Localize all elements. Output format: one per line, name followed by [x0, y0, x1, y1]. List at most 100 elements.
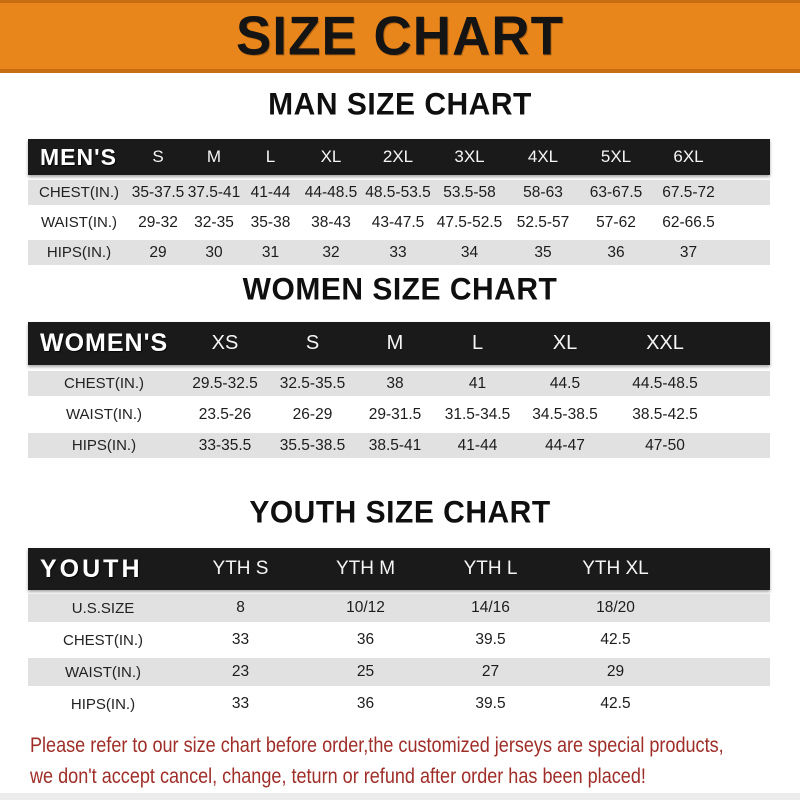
cell-value: 35-37.5: [131, 183, 185, 201]
table-row: WAIST(IN.) 29-32 32-35 35-38 38-43 43-47.5 47.…: [28, 210, 770, 235]
group-label: YOUTH: [40, 554, 143, 583]
cell-value: 41-44: [457, 436, 498, 454]
cell-value: 44-48.5: [304, 183, 358, 201]
cell-value: 62-66.5: [662, 213, 715, 231]
cell-value: 32: [322, 243, 340, 261]
cell-value: 44.5: [549, 374, 581, 392]
table-row: WAIST(IN.) 23 25 27 29: [28, 658, 770, 686]
cell-value: 42.5: [600, 631, 631, 648]
size-col-header: XS: [211, 332, 239, 354]
cell-value: 43-47.5: [371, 213, 425, 231]
cell-value: 57-62: [596, 213, 636, 231]
cell-value: 10/12: [346, 599, 385, 616]
table-row: WAIST(IN.) 23.5-26 26-29 29-31.5 31.5-34.5 34…: [28, 402, 770, 427]
size-col-header: M: [206, 147, 222, 166]
table-row: HIPS(IN.) 33 36 39.5 42.5: [28, 690, 770, 718]
row-label: CHEST(IN.): [63, 631, 143, 649]
cell-value: 41-44: [250, 183, 291, 201]
size-col-header: L: [471, 332, 484, 354]
cell-value: 42.5: [600, 695, 631, 712]
cell-value: 32-35: [194, 213, 234, 231]
cell-value: 31: [261, 243, 280, 261]
size-col-header: S: [152, 147, 164, 166]
cell-value: 33: [231, 695, 250, 712]
cell-value: 38: [386, 374, 404, 392]
cell-value: 29: [149, 243, 167, 261]
cell-value: 37.5-41: [187, 183, 241, 201]
cell-value: 39.5: [475, 631, 506, 648]
table-row: CHEST(IN.) 33 36 39.5 42.5: [28, 626, 770, 654]
size-col-header: YTH M: [335, 558, 396, 579]
cell-value: 38.5-41: [368, 436, 422, 454]
cell-value: 14/16: [471, 599, 510, 616]
row-label: WAIST(IN.): [64, 663, 142, 681]
cell-value: 33: [231, 631, 250, 648]
cell-value: 47-50: [645, 436, 685, 454]
group-label: WOMEN'S: [40, 329, 169, 357]
size-col-header: 5XL: [600, 147, 632, 166]
row-label: CHEST(IN.): [39, 184, 119, 201]
cell-value: 53.5-58: [443, 183, 496, 201]
size-col-header: XL: [320, 147, 342, 166]
size-col-header: L: [265, 147, 276, 166]
cell-value: 27: [481, 663, 500, 680]
cell-value: 31.5-34.5: [444, 405, 511, 423]
cell-value: 44-47: [545, 436, 585, 454]
cell-value: 67.5-72: [662, 183, 715, 201]
cell-value: 33-35.5: [198, 436, 252, 454]
cell-value: 34: [460, 243, 479, 261]
row-label: HIPS(IN.): [46, 244, 112, 261]
cell-value: 29: [606, 663, 625, 680]
cell-value: 36: [356, 631, 375, 648]
cell-value: 36: [356, 695, 375, 712]
size-col-header: 2XL: [382, 147, 414, 166]
table-row: CHEST(IN.) 35-37.5 37.5-41 41-44 44-48.5 48.5…: [28, 180, 770, 205]
cell-value: 34.5-38.5: [532, 405, 598, 423]
cell-value: 39.5: [475, 695, 506, 712]
table-row: U.S.SIZE 8 10/12 14/16 18/20: [28, 594, 770, 622]
size-col-header: XXL: [646, 332, 684, 354]
size-col-header: YTH L: [463, 558, 518, 579]
cell-value: 23: [231, 663, 250, 680]
cell-value: 38.5-42.5: [632, 405, 698, 423]
table-header-row: WOMEN'S XS S M L XL XXL: [28, 322, 770, 365]
bottom-edge-strip: [0, 793, 800, 800]
footer-note-line-1: Please refer to our size chart before or…: [30, 734, 724, 757]
section-youth: YOUTH SIZE CHART YOUTH YTH S YTH M YTH L YTH…: [0, 495, 800, 718]
women-size-table: WOMEN'S XS S M L XL XXL CHEST(IN.) 29.5-32.5 32.5…: [28, 322, 770, 458]
section-women: WOMEN SIZE CHART WOMEN'S XS S M L XL XXL CHEST(…: [0, 272, 800, 458]
women-section-title: WOMEN SIZE CHART: [242, 272, 558, 307]
men-size-table: MEN'S S M L XL 2XL 3XL 4XL 5XL 6XL CHEST(IN.) 35-37…: [28, 139, 770, 265]
cell-value: 33: [389, 243, 407, 261]
banner-title: SIZE CHART: [236, 5, 564, 67]
cell-value: 58-63: [523, 183, 563, 201]
cell-value: 41: [468, 374, 487, 392]
cell-value: 35: [534, 243, 552, 261]
size-col-header: YTH S: [212, 558, 269, 579]
men-section-title: MAN SIZE CHART: [268, 87, 532, 122]
cell-value: 35-38: [250, 213, 291, 231]
cell-value: 48.5-53.5: [365, 183, 431, 201]
cell-value: 36: [607, 243, 625, 261]
cell-value: 29-32: [138, 213, 178, 231]
youth-size-table: YOUTH YTH S YTH M YTH L YTH XL U.S.SIZE 8 10/12…: [28, 548, 770, 718]
size-col-header: 3XL: [454, 147, 485, 166]
table-row: HIPS(IN.) 29 30 31 32 33 34 35 36 37: [28, 240, 770, 265]
youth-section-title: YOUTH SIZE CHART: [249, 495, 551, 530]
row-label: WAIST(IN.): [65, 406, 143, 423]
size-col-header: 4XL: [527, 147, 559, 166]
cell-value: 63-67.5: [589, 183, 643, 201]
cell-value: 29-31.5: [368, 405, 422, 423]
row-label: HIPS(IN.): [70, 695, 136, 713]
row-label: WAIST(IN.): [40, 214, 118, 231]
cell-value: 25: [356, 663, 375, 680]
size-col-header: M: [386, 332, 404, 354]
row-label: U.S.SIZE: [71, 599, 135, 617]
cell-value: 26-29: [292, 405, 333, 423]
size-col-header: S: [305, 332, 320, 354]
cell-value: 52.5-57: [516, 213, 570, 231]
cell-value: 44.5-48.5: [632, 374, 698, 392]
cell-value: 47.5-52.5: [436, 213, 503, 231]
table-row: CHEST(IN.) 29.5-32.5 32.5-35.5 38 41 44.5 44.5…: [28, 371, 770, 396]
